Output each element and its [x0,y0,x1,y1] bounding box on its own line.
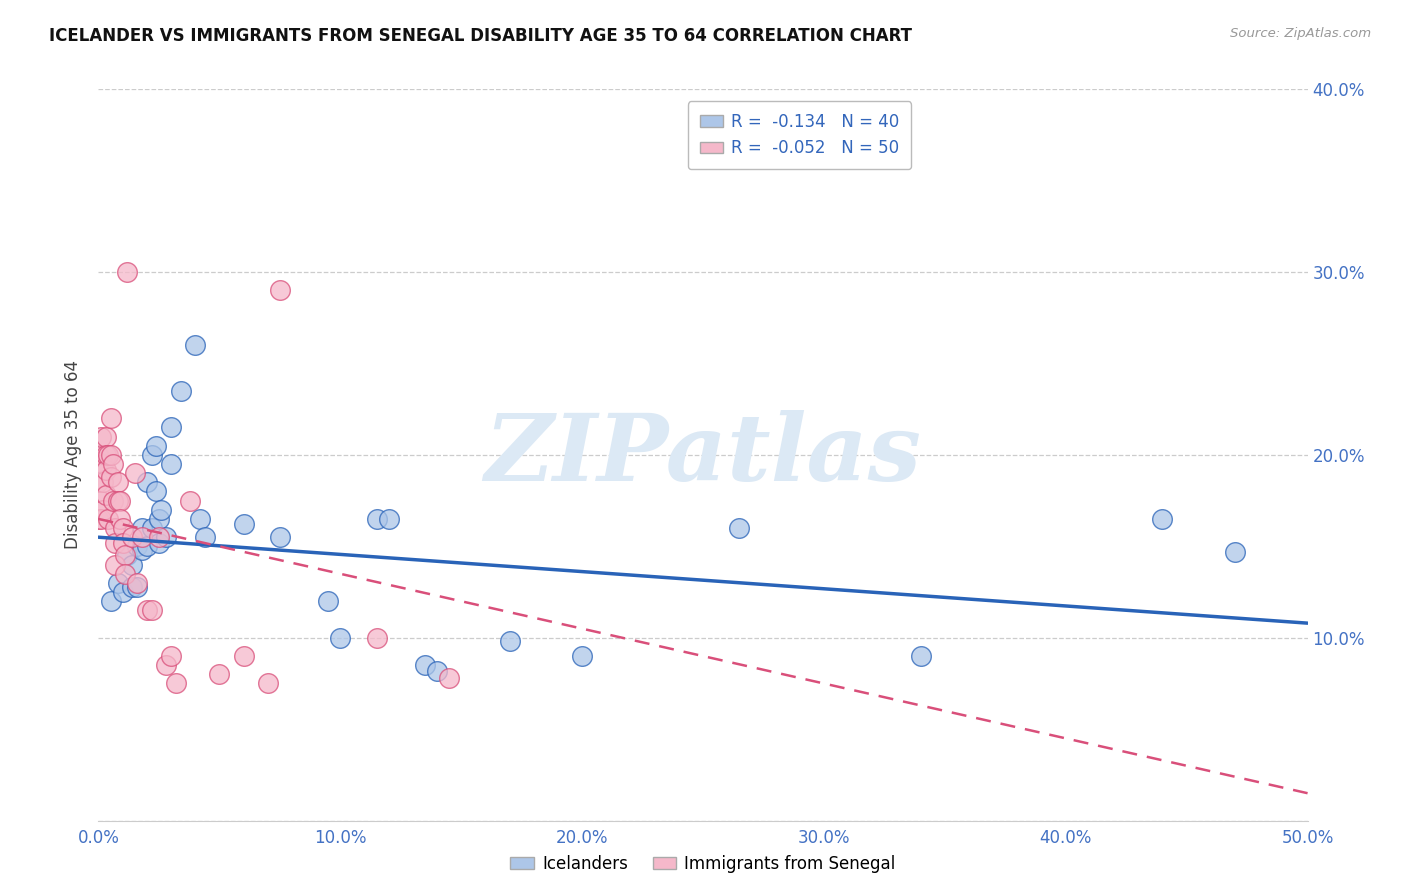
Point [150,502,173,516]
Point [256,676,278,690]
Point [101,457,124,471]
Point [87,475,110,490]
Point [108,493,131,508]
Point [148,530,170,544]
Point [188,512,211,526]
Legend: R =  -0.134   N = 40, R =  -0.052   N = 50: R = -0.134 N = 40, R = -0.052 N = 50 [688,101,911,169]
Point [127,539,149,553]
Point [232,649,254,664]
Point [94,462,117,476]
Point [413,658,436,673]
Point [111,521,134,535]
Point [87,448,110,462]
Point [571,649,593,664]
Point [145,484,167,499]
Point [117,549,139,563]
Point [426,664,449,678]
Point [100,594,122,608]
Point [165,676,187,690]
Point [97,448,120,462]
Point [160,420,183,434]
Point [104,521,127,535]
Point [135,603,157,617]
Point [141,603,163,617]
Point [124,466,146,480]
Point [728,521,751,535]
Point [155,658,177,673]
Point [160,649,183,664]
Point [121,530,143,544]
Point [135,539,157,553]
Point [121,558,143,572]
Point [117,265,139,279]
Point [135,475,157,490]
Point [194,530,217,544]
Text: ICELANDER VS IMMIGRANTS FROM SENEGAL DISABILITY AGE 35 TO 64 CORRELATION CHART: ICELANDER VS IMMIGRANTS FROM SENEGAL DIS… [49,27,912,45]
Point [155,530,177,544]
Text: Source: ZipAtlas.com: Source: ZipAtlas.com [1230,27,1371,40]
Point [329,631,352,645]
Point [90,512,112,526]
Point [316,594,339,608]
Point [1152,512,1174,526]
Point [437,671,460,685]
Point [107,493,129,508]
Point [108,512,131,526]
Point [111,585,134,599]
Point [90,493,112,508]
Point [107,475,129,490]
Point [910,649,932,664]
Point [100,411,122,425]
Point [111,535,134,549]
Y-axis label: Disability Age 35 to 64: Disability Age 35 to 64 [65,360,83,549]
Point [114,566,136,581]
Point [160,457,183,471]
Point [87,512,110,526]
Point [127,580,149,594]
Point [97,512,120,526]
Point [91,475,114,490]
Point [104,558,127,572]
Point [91,502,114,516]
Point [498,634,520,648]
Point [366,631,388,645]
Point [101,493,124,508]
Point [87,455,110,469]
Point [141,448,163,462]
Point [208,667,231,681]
Point [107,576,129,591]
Point [179,493,201,508]
Point [127,576,149,591]
Point [100,448,122,462]
Point [94,448,117,462]
Point [169,384,191,398]
Point [94,430,117,444]
Point [145,439,167,453]
Point [91,457,114,471]
Point [366,512,388,526]
Point [148,512,170,526]
Point [1223,545,1246,559]
Point [184,338,207,352]
Point [131,543,153,558]
Point [90,430,112,444]
Point [100,470,122,484]
Legend: Icelanders, Immigrants from Senegal: Icelanders, Immigrants from Senegal [503,848,903,880]
Point [131,521,153,535]
Point [131,530,153,544]
Point [269,530,291,544]
Point [121,580,143,594]
Point [269,284,291,298]
Point [377,512,399,526]
Point [141,521,163,535]
Point [94,488,117,502]
Point [114,549,136,563]
Point [148,535,170,549]
Text: ZIPatlas: ZIPatlas [485,410,921,500]
Point [104,535,127,549]
Point [232,517,254,532]
